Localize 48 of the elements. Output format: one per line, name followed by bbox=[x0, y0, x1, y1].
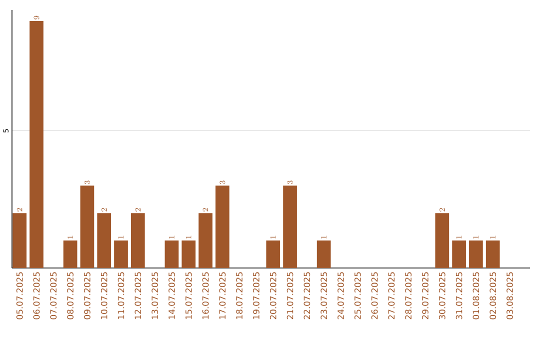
x-tick-label: 20.07.2025 bbox=[270, 272, 276, 320]
bar bbox=[469, 240, 483, 268]
x-tick-label: 31.07.2025 bbox=[456, 272, 462, 320]
bar bbox=[182, 240, 196, 268]
bar bbox=[63, 240, 78, 268]
x-tick-label: 05.07.2025 bbox=[16, 272, 23, 320]
x-tick-label: 18.07.2025 bbox=[236, 272, 243, 320]
x-tick-label: 06.07.2025 bbox=[33, 272, 40, 320]
bar bbox=[198, 213, 212, 268]
x-tick-label: 29.07.2025 bbox=[422, 272, 428, 320]
x-tick-label: 09.07.2025 bbox=[84, 272, 90, 320]
bar bbox=[435, 213, 450, 268]
x-tick-label: 11.07.2025 bbox=[118, 272, 124, 320]
x-tick-label: 30.07.2025 bbox=[438, 272, 446, 320]
bar bbox=[97, 213, 112, 268]
x-tick-label: 15.07.2025 bbox=[185, 272, 192, 320]
bar bbox=[283, 186, 297, 268]
x-tick-label: 27.07.2025 bbox=[388, 272, 395, 320]
bar bbox=[114, 240, 128, 268]
x-tick-label: 12.07.2025 bbox=[134, 272, 142, 320]
x-tick-label: 23.07.2025 bbox=[320, 272, 328, 320]
bar bbox=[164, 240, 179, 268]
bar bbox=[266, 240, 280, 268]
bar bbox=[130, 213, 145, 268]
bar bbox=[452, 240, 466, 268]
x-tick-label: 16.07.2025 bbox=[202, 272, 209, 320]
x-tick-label: 10.07.2025 bbox=[100, 272, 108, 320]
bar bbox=[215, 186, 230, 268]
bar bbox=[12, 213, 27, 268]
x-tick-label: 02.08.2025 bbox=[490, 272, 496, 320]
x-tick-label: 26.07.2025 bbox=[371, 272, 378, 320]
x-tick-label: 01.08.2025 bbox=[472, 272, 480, 320]
bar bbox=[316, 240, 331, 268]
x-tick-label: 07.07.2025 bbox=[50, 272, 57, 320]
x-tick-label: 14.07.2025 bbox=[168, 272, 175, 320]
x-tick-label: 22.07.2025 bbox=[304, 272, 310, 320]
x-tick-label: 08.07.2025 bbox=[67, 272, 74, 320]
bar bbox=[80, 186, 94, 268]
x-tick-label: 21.07.2025 bbox=[286, 272, 294, 320]
x-tick-label: 19.07.2025 bbox=[253, 272, 260, 320]
x-tick-label: 28.07.2025 bbox=[405, 272, 412, 320]
x-tick-label: 13.07.2025 bbox=[152, 272, 158, 320]
x-tick-label: 17.07.2025 bbox=[219, 272, 226, 320]
x-tick-label: 24.07.2025 bbox=[338, 272, 344, 320]
x-tick-label: 03.08.2025 bbox=[506, 272, 513, 320]
x-tick-label: 25.07.2025 bbox=[354, 272, 361, 320]
bar bbox=[486, 240, 500, 268]
bar bbox=[30, 21, 44, 268]
